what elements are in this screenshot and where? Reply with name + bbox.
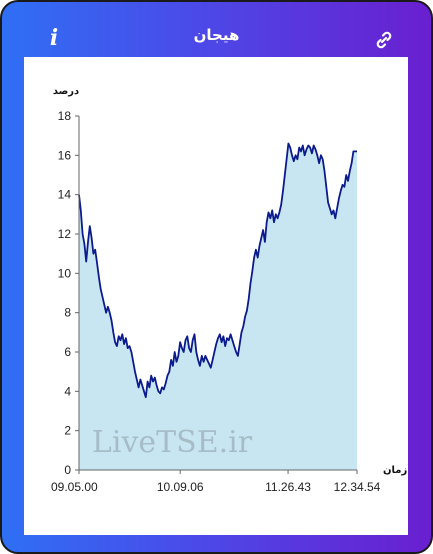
y-tick-label: 4 [64,384,71,398]
x-tick-label: 11.26.43 [265,480,311,494]
x-axis-title: زمان [383,465,407,476]
header-bar: i هیجان [2,2,431,56]
y-tick-label: 8 [64,306,71,320]
series-area [79,143,357,470]
y-axis-title: درصد [53,86,79,97]
series-line [78,142,357,399]
info-icon[interactable]: i [49,25,59,51]
watermark: LiveTSE.ir [92,425,253,460]
y-tick-label: 6 [64,345,71,359]
y-tick-label: 2 [64,424,71,438]
y-tick-label: 0 [64,463,71,477]
link-icon[interactable] [372,28,396,52]
x-tick-label: 09.05.00 [51,480,98,494]
y-tick-label: 14 [58,188,72,202]
link-icon-graphic [376,31,392,49]
y-tick-label: 12 [58,227,72,241]
chart: 0 2 4 6 8 10 12 14 16 18 09.05.00 10.09.06 11.26.43 1… [51,86,407,494]
x-tick-label: 10.09.06 [157,480,204,494]
page-title: هیجان [193,26,240,44]
y-tick-label: 18 [58,109,72,123]
y-tick-label: 10 [58,266,72,280]
x-tick-label: 12.34.54 [334,480,381,494]
chart-panel: 0 2 4 6 8 10 12 14 16 18 09.05.00 10.09.06 11.26.43 1… [24,57,408,535]
y-tick-label: 16 [58,148,72,162]
